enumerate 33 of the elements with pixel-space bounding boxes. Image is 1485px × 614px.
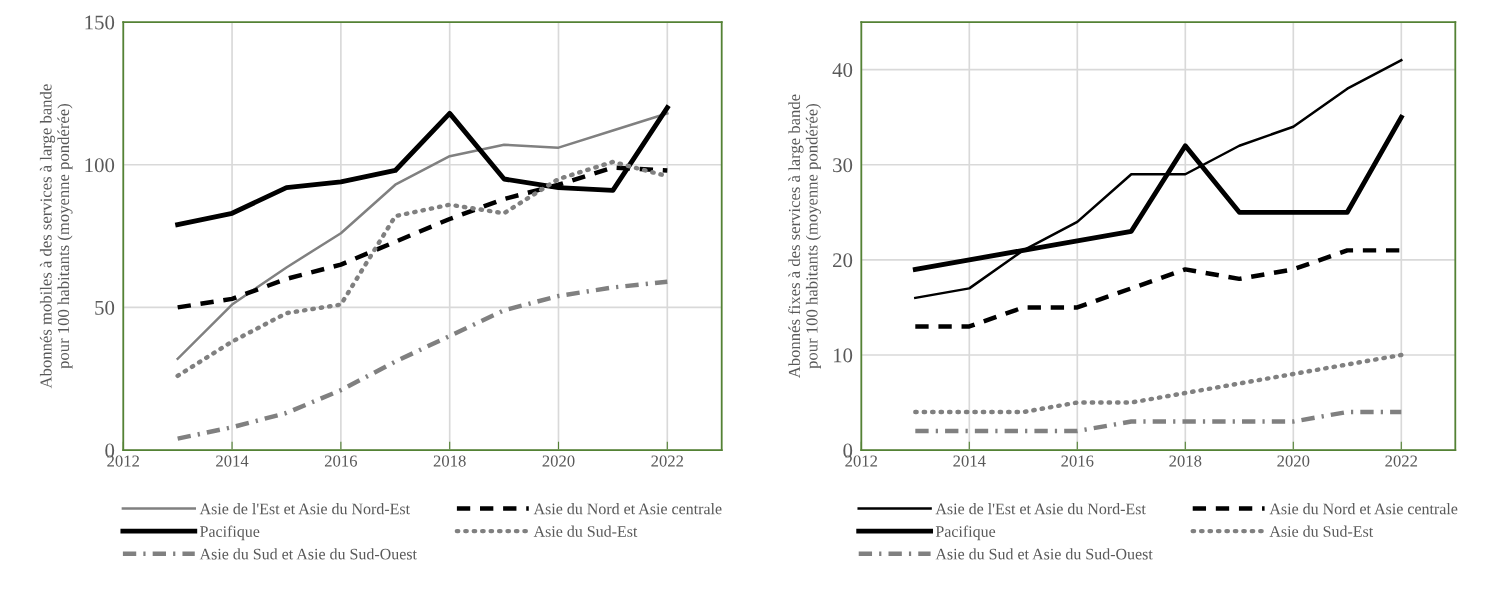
x-tick-label: 2020 (542, 455, 575, 467)
line-series (176, 112, 669, 361)
y-axis-title: Abonnés fixes à des services à large bande pour 100 habitants (moyenne pondérée) (788, 94, 822, 379)
x-tick-label: 2018 (1169, 455, 1202, 467)
y-tick-label: 40 (832, 63, 853, 78)
y-tick-label: 50 (95, 300, 115, 315)
legend-label: Pacifique (935, 525, 996, 541)
y-tick-label: 100 (85, 158, 115, 173)
x-tick-label: 2014 (953, 455, 986, 467)
x-tick-label: 2014 (216, 455, 249, 467)
legend-label: Asie du Sud-Est (1269, 525, 1374, 537)
y-tick-label: 10 (833, 348, 853, 363)
legend-label: Asie de l'Est et Asie du Nord-Est (935, 503, 1146, 515)
x-tick-label: 2018 (433, 455, 466, 467)
legend-label: Asie du Sud et Asie du Sud-Ouest (199, 548, 417, 560)
x-tick-label: 2022 (1385, 455, 1418, 467)
legend-label: Asie du Nord et Asie centrale (1269, 503, 1458, 515)
x-tick-label: 2016 (1061, 455, 1094, 467)
legend-label: Asie du Sud-Est (533, 525, 638, 537)
legend-label: Asie de l'Est et Asie du Nord-Est (199, 503, 410, 515)
legend-label: Asie du Nord et Asie centrale (533, 503, 722, 515)
x-tick-label: 2022 (651, 455, 684, 467)
y-tick-label: 150 (85, 15, 115, 30)
line-series (175, 279, 670, 441)
y-tick-label: 20 (833, 253, 853, 268)
legend-label: Pacifique (200, 525, 260, 541)
y-axis-title: Abonnés mobiles à des services à large bande pour 100 habitants (moyenne pondérée) (39, 84, 73, 389)
line-series (914, 58, 1403, 300)
y-tick-label: 30 (833, 158, 853, 173)
line-series (913, 352, 1404, 415)
x-tick-label: 2020 (1277, 455, 1310, 467)
legend-label: Asie du Sud et Asie du Sud-Ouest (935, 548, 1153, 560)
x-tick-label: 2016 (324, 455, 358, 467)
